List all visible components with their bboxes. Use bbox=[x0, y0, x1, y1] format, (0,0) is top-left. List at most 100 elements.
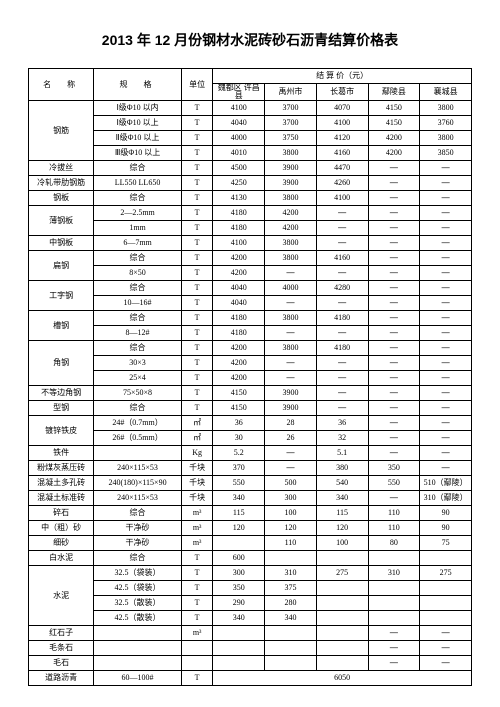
val-cell: — bbox=[316, 266, 368, 281]
val-cell: — bbox=[420, 446, 472, 461]
val-cell: 3800 bbox=[265, 191, 317, 206]
unit-cell: ㎡ bbox=[181, 431, 212, 446]
unit-cell: T bbox=[181, 341, 212, 356]
val-cell: — bbox=[420, 221, 472, 236]
val-cell: 5.2 bbox=[213, 446, 265, 461]
name-cell: 不等边角钢 bbox=[29, 386, 94, 401]
val-cell: 4070 bbox=[316, 101, 368, 116]
table-row: 粉煤灰蒸压砖240×115×53千块370—380350— bbox=[29, 461, 472, 476]
th-col-4: 襄城县 bbox=[420, 84, 472, 101]
table-row: 混凝土多孔砖240(180)×115×90千块550500540550510（鄢… bbox=[29, 476, 472, 491]
val-cell: 3700 bbox=[265, 116, 317, 131]
val-cell: — bbox=[420, 296, 472, 311]
val-cell: 300 bbox=[213, 566, 265, 581]
unit-cell: ㎡ bbox=[181, 416, 212, 431]
val-cell: 36 bbox=[316, 416, 368, 431]
val-cell: 3800 bbox=[265, 236, 317, 251]
spec-cell bbox=[94, 641, 182, 656]
name-cell: 细砂 bbox=[29, 536, 94, 551]
th-col-3: 鄢陵县 bbox=[368, 84, 420, 101]
spec-cell: Ⅱ级Φ10 以上 bbox=[94, 131, 182, 146]
th-col-0: 魏都区 许昌县 bbox=[213, 84, 265, 101]
val-cell: — bbox=[368, 341, 420, 356]
val-cell: 4260 bbox=[316, 176, 368, 191]
val-cell: 4200 bbox=[368, 146, 420, 161]
val-cell: — bbox=[420, 311, 472, 326]
unit-cell bbox=[181, 656, 212, 671]
table-row: 25×4T4200———— bbox=[29, 371, 472, 386]
val-cell: 4150 bbox=[213, 386, 265, 401]
val-cell: — bbox=[368, 491, 420, 506]
val-cell: 3750 bbox=[265, 131, 317, 146]
val-cell: — bbox=[368, 386, 420, 401]
name-cell: 中（粗）砂 bbox=[29, 521, 94, 536]
val-cell: 4180 bbox=[316, 311, 368, 326]
spec-cell: 32.5（散装） bbox=[94, 596, 182, 611]
val-cell: — bbox=[368, 221, 420, 236]
val-cell: 370 bbox=[213, 461, 265, 476]
spec-cell: 30×3 bbox=[94, 356, 182, 371]
val-cell: 3800 bbox=[265, 341, 317, 356]
val-cell: — bbox=[420, 251, 472, 266]
spec-cell: 25×4 bbox=[94, 371, 182, 386]
th-price-group: 结 算 价（元） bbox=[213, 69, 472, 84]
name-cell: 道路沥青 bbox=[29, 671, 94, 686]
table-row: Ⅱ级Φ10 以上T40003750412042003800 bbox=[29, 131, 472, 146]
name-cell: 角钢 bbox=[29, 341, 94, 386]
unit-cell bbox=[181, 641, 212, 656]
val-cell bbox=[316, 581, 368, 596]
val-cell: — bbox=[420, 386, 472, 401]
val-cell: 4180 bbox=[213, 206, 265, 221]
val-cell: — bbox=[420, 416, 472, 431]
val-cell: — bbox=[316, 236, 368, 251]
table-row: 10—16#T4040———— bbox=[29, 296, 472, 311]
val-cell: 4200 bbox=[213, 341, 265, 356]
spec-cell: 42.5（散装） bbox=[94, 611, 182, 626]
th-unit: 单位 bbox=[181, 69, 212, 101]
unit-cell: T bbox=[181, 131, 212, 146]
table-row: 槽钢综合T418038004180—— bbox=[29, 311, 472, 326]
val-cell: — bbox=[368, 266, 420, 281]
name-cell: 冷轧带肋钢筋 bbox=[29, 176, 94, 191]
val-cell: — bbox=[368, 326, 420, 341]
val-cell bbox=[213, 656, 265, 671]
spec-cell: 32.5（袋装） bbox=[94, 566, 182, 581]
val-cell: — bbox=[265, 266, 317, 281]
table-row: 冷轧带肋钢筋LL550 LL650T425039004260—— bbox=[29, 176, 472, 191]
spec-cell: 240(180)×115×90 bbox=[94, 476, 182, 491]
val-cell: — bbox=[316, 386, 368, 401]
unit-cell: T bbox=[181, 161, 212, 176]
val-cell: — bbox=[316, 206, 368, 221]
val-cell: 4200 bbox=[265, 206, 317, 221]
unit-cell: m³ bbox=[181, 521, 212, 536]
unit-cell: T bbox=[181, 251, 212, 266]
val-cell: 120 bbox=[316, 521, 368, 536]
spec-cell: 8—12# bbox=[94, 326, 182, 341]
val-cell: 36 bbox=[213, 416, 265, 431]
val-cell: — bbox=[420, 281, 472, 296]
val-cell: 4200 bbox=[213, 371, 265, 386]
unit-cell: T bbox=[181, 101, 212, 116]
val-cell: — bbox=[420, 656, 472, 671]
val-cell: — bbox=[368, 431, 420, 446]
table-row: 中钢板6—7mmT41003800——— bbox=[29, 236, 472, 251]
spec-cell: Ⅲ级Φ10 以上 bbox=[94, 146, 182, 161]
name-cell: 钢筋 bbox=[29, 101, 94, 161]
unit-cell: T bbox=[181, 206, 212, 221]
spec-cell: Ⅰ级Φ10 以内 bbox=[94, 101, 182, 116]
val-cell: 4200 bbox=[265, 221, 317, 236]
val-cell: 340 bbox=[265, 611, 317, 626]
val-cell: 4470 bbox=[316, 161, 368, 176]
unit-cell: T bbox=[181, 596, 212, 611]
table-row: 42.5（散装）T340340 bbox=[29, 611, 472, 626]
val-cell: — bbox=[316, 371, 368, 386]
table-row: 中（粗）砂干净砂m³12012012011090 bbox=[29, 521, 472, 536]
val-cell: 4040 bbox=[213, 116, 265, 131]
val-cell: 4180 bbox=[213, 326, 265, 341]
val-cell: — bbox=[420, 401, 472, 416]
val-cell: 100 bbox=[265, 506, 317, 521]
val-cell: 4180 bbox=[213, 221, 265, 236]
val-cell: 3800 bbox=[265, 146, 317, 161]
val-cell: — bbox=[420, 176, 472, 191]
val-cell: 340 bbox=[213, 611, 265, 626]
